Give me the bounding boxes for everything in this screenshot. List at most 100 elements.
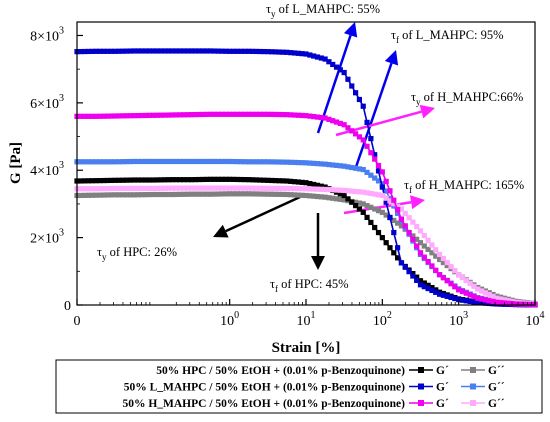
data-point: [257, 185, 263, 191]
data-point: [78, 159, 84, 165]
data-point: [364, 190, 370, 196]
data-point: [131, 158, 137, 165]
data-point: [311, 186, 317, 192]
data-point: [166, 185, 172, 191]
data-point: [166, 48, 172, 54]
data-point: [288, 185, 294, 192]
data-point: [146, 48, 153, 54]
data-point: [192, 191, 198, 197]
data-point: [120, 159, 126, 165]
data-point: [467, 298, 473, 305]
data-point: [253, 159, 259, 165]
data-point: [177, 185, 183, 191]
data-point: [135, 185, 141, 192]
data-point: [444, 278, 450, 284]
legend-marker: [470, 367, 476, 373]
y-tick-exponent: 3: [59, 228, 64, 239]
data-point: [173, 177, 179, 183]
data-point: [333, 162, 340, 168]
legend-g-double-prime: G´´: [488, 365, 505, 377]
data-point: [356, 189, 363, 195]
data-point: [97, 113, 103, 119]
data-point: [177, 191, 183, 197]
data-point: [158, 185, 164, 191]
annotation-subscript: f: [409, 185, 412, 195]
data-point: [322, 186, 328, 193]
data-point: [291, 50, 298, 56]
data-point: [364, 214, 370, 221]
data-point: [146, 177, 153, 183]
data-point: [372, 206, 378, 212]
data-point: [307, 193, 313, 199]
data-point: [139, 192, 145, 198]
data-point: [456, 272, 462, 278]
data-point: [417, 282, 424, 288]
data-point: [169, 185, 176, 191]
x-tick-exponent: 4: [540, 310, 545, 321]
data-point: [215, 111, 221, 117]
data-point: [154, 191, 160, 198]
data-point: [89, 186, 95, 192]
data-point: [215, 191, 221, 197]
data-point: [192, 177, 198, 183]
annotation-label: τy of L_MAHPC: 55%: [266, 2, 380, 19]
data-point: [108, 192, 114, 198]
y-tick-label: 8×103: [30, 25, 64, 44]
annotation-subscript: y: [102, 252, 107, 262]
data-point: [291, 179, 298, 185]
x-tick-label: 0: [74, 314, 81, 329]
data-point: [425, 282, 431, 288]
data-point: [436, 251, 443, 258]
data-point: [307, 160, 313, 166]
data-point: [314, 193, 321, 200]
data-point: [318, 114, 324, 121]
data-point: [219, 158, 225, 165]
data-point: [101, 48, 107, 54]
data-point: [207, 176, 214, 182]
data-point: [395, 220, 401, 226]
data-point: [204, 176, 210, 183]
data-point: [78, 178, 84, 184]
data-point: [162, 177, 168, 183]
data-point: [368, 150, 374, 156]
data-point: [265, 49, 271, 55]
y-tick-label: 4×103: [30, 160, 64, 179]
annotation-label: τy of H_MAHPC:66%: [411, 90, 523, 107]
data-point: [116, 192, 122, 198]
data-point: [139, 158, 145, 165]
data-point: [379, 209, 385, 215]
data-point: [101, 177, 107, 184]
data-point: [181, 112, 187, 118]
data-point: [276, 185, 282, 192]
data-point: [352, 165, 359, 171]
data-point: [303, 192, 309, 199]
data-point: [181, 191, 187, 197]
data-point: [227, 158, 233, 165]
data-point: [238, 111, 244, 117]
data-point: [452, 295, 458, 302]
data-point: [257, 159, 263, 165]
data-point: [150, 48, 156, 54]
data-point: [154, 158, 160, 165]
y-tick-label: 6×103: [30, 93, 64, 112]
data-point: [326, 59, 332, 65]
data-point: [452, 268, 458, 274]
data-point: [230, 176, 237, 183]
data-point: [265, 177, 271, 183]
data-point: [139, 185, 145, 192]
data-point: [482, 297, 488, 303]
data-point: [463, 298, 469, 304]
annotation-subscript: f: [275, 284, 278, 294]
data-point: [162, 48, 168, 54]
data-point: [368, 219, 374, 226]
data-point: [360, 209, 366, 215]
data-point: [482, 290, 488, 296]
data-point: [330, 187, 336, 193]
data-point: [307, 186, 313, 192]
annotation-text: of H_MAHPC: 165%: [412, 178, 524, 192]
data-point: [402, 223, 408, 229]
data-point: [276, 159, 282, 165]
data-point: [391, 200, 397, 207]
data-point: [169, 158, 176, 165]
data-point: [238, 185, 244, 191]
